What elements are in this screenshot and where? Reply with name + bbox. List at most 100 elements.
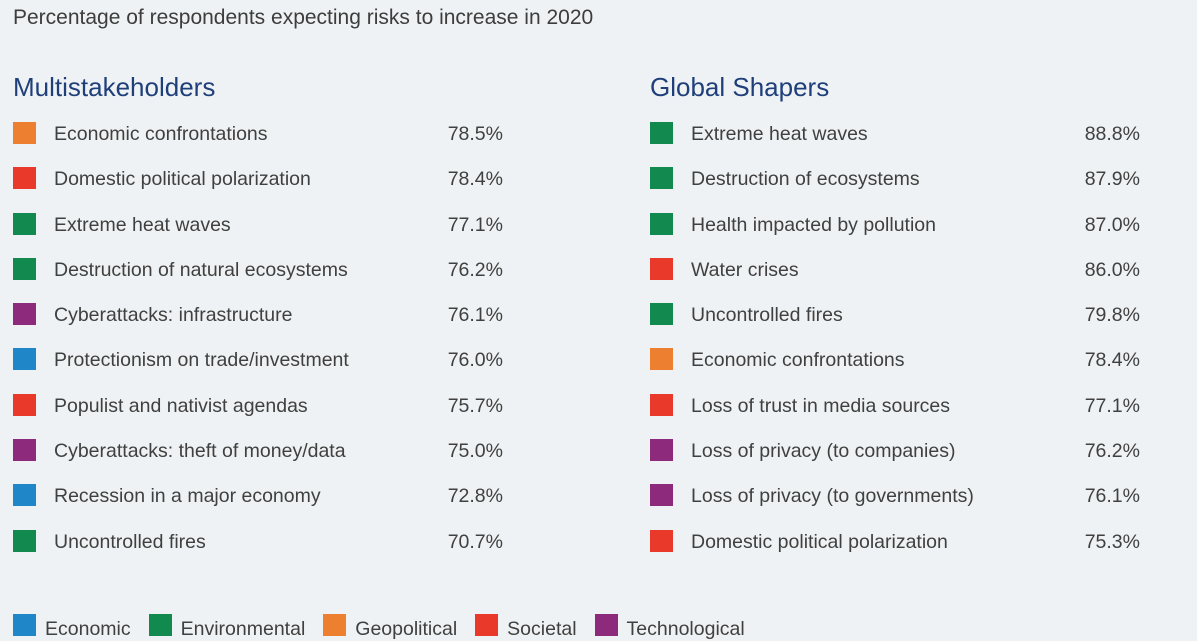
risk-row: Cyberattacks: infrastructure 76.1% [13,301,533,346]
risk-label: Uncontrolled fires [691,304,843,327]
risk-row: Domestic political polarization 75.3% [650,528,1170,573]
risk-row: Loss of trust in media sources 77.1% [650,392,1170,437]
risk-row: Cyberattacks: theft of money/data 75.0% [13,437,533,482]
category-swatch [13,439,36,462]
risk-value: 76.2% [1084,440,1140,463]
risk-row: Health impacted by pollution 87.0% [650,211,1170,256]
category-swatch [13,529,36,552]
risk-list: Extreme heat waves 88.8% Destruction of ec… [650,120,1170,573]
risk-value: 87.0% [1084,213,1140,236]
legend-label: Geopolitical [355,617,458,640]
legend-item: Environmental [148,614,305,640]
risk-value: 76.0% [447,349,503,372]
panel-title: Global Shapers [650,72,830,102]
category-swatch [13,303,36,326]
category-swatch [13,484,36,507]
risk-row: Recession in a major economy 72.8% [13,482,533,527]
risk-value: 75.0% [447,440,503,463]
risk-label: Populist and nativist agendas [54,394,308,417]
category-swatch [650,303,673,326]
legend-label: Technological [626,617,745,640]
panel-title: Multistakeholders [13,72,216,102]
risk-value: 88.8% [1084,123,1140,145]
category-swatch [650,348,673,371]
legend-swatch [13,614,36,636]
risk-value: 78.4% [1084,349,1140,372]
risk-row: Extreme heat waves 88.8% [650,120,1170,165]
category-swatch [650,212,673,235]
risk-label: Destruction of ecosystems [691,168,920,191]
category-swatch [650,393,673,416]
risk-row: Uncontrolled fires 70.7% [13,528,533,573]
risk-label: Extreme heat waves [54,213,231,236]
legend-item: Technological [594,614,745,640]
risk-label: Health impacted by pollution [691,213,936,236]
risk-row: Extreme heat waves 77.1% [13,211,533,256]
risk-label: Uncontrolled fires [54,530,206,553]
legend-item: Geopolitical [323,614,457,640]
category-swatch [650,257,673,280]
risk-value: 77.1% [447,213,503,236]
risk-value: 72.8% [447,485,503,508]
risk-row: Loss of privacy (to companies) 76.2% [650,437,1170,482]
risk-label: Loss of privacy (to governments) [691,485,974,508]
risk-label: Destruction of natural ecosystems [54,258,348,281]
risk-value: 75.7% [447,394,503,417]
category-swatch [13,348,36,371]
risk-label: Loss of privacy (to companies) [691,440,956,463]
category-swatch [650,122,673,144]
category-swatch [13,212,36,235]
risk-list: Economic confrontations 78.5% Domestic pol… [13,120,533,573]
risk-label: Domestic political polarization [691,530,948,553]
risk-value: 76.2% [447,258,503,281]
risk-label: Extreme heat waves [691,123,868,145]
category-swatch [13,257,36,280]
category-swatch [650,484,673,507]
risk-row: Protectionism on trade/investment 76.0% [13,346,533,391]
risk-row: Destruction of natural ecosystems 76.2% [13,256,533,301]
risk-row: Uncontrolled fires 79.8% [650,301,1170,346]
category-swatch [650,529,673,552]
risk-label: Recession in a major economy [54,485,321,508]
legend-label: Societal [507,617,577,640]
risk-value: 77.1% [1084,394,1140,417]
risk-value: 76.1% [447,304,503,327]
risk-label: Economic confrontations [54,123,268,145]
risk-label: Protectionism on trade/investment [54,349,349,372]
category-swatch [650,167,673,190]
risk-label: Loss of trust in media sources [691,394,951,417]
risk-value: 75.3% [1084,530,1140,553]
risk-label: Cyberattacks: infrastructure [54,304,293,327]
legend-item: Societal [475,614,577,640]
risk-row: Destruction of ecosystems 87.9% [650,165,1170,210]
legend: Economic Environmental Geopolitical Societa… [13,612,763,640]
legend-swatch [323,614,347,636]
category-swatch [13,167,36,190]
risk-label: Economic confrontations [691,349,905,372]
category-swatch [13,393,36,416]
risk-value: 79.8% [1084,304,1140,327]
risk-value: 78.4% [447,168,503,191]
risk-row: Economic confrontations 78.5% [13,120,533,165]
chart-subtitle: Percentage of respondents expecting risk… [13,6,594,29]
risk-label: Water crises [691,258,799,281]
legend-swatch [148,614,172,636]
risk-row: Domestic political polarization 78.4% [13,165,533,210]
legend-label: Environmental [180,617,306,640]
risk-value: 87.9% [1084,168,1140,191]
risk-row: Populist and nativist agendas 75.7% [13,392,533,437]
risk-value: 78.5% [447,123,503,145]
legend-swatch [594,614,618,636]
risk-label: Domestic political polarization [54,168,311,191]
risk-value: 86.0% [1084,258,1140,281]
risk-label: Cyberattacks: theft of money/data [54,440,346,463]
risk-value: 76.1% [1084,485,1140,508]
risk-row: Water crises 86.0% [650,256,1170,301]
legend-label: Economic [45,617,131,640]
category-swatch [13,122,36,144]
panel-global-shapers: Global Shapers Extreme heat waves 88.8% De… [650,70,1170,573]
risk-row: Economic confrontations 78.4% [650,346,1170,391]
risk-row: Loss of privacy (to governments) 76.1% [650,482,1170,527]
legend-swatch [475,614,499,636]
legend-item: Economic [13,614,131,640]
